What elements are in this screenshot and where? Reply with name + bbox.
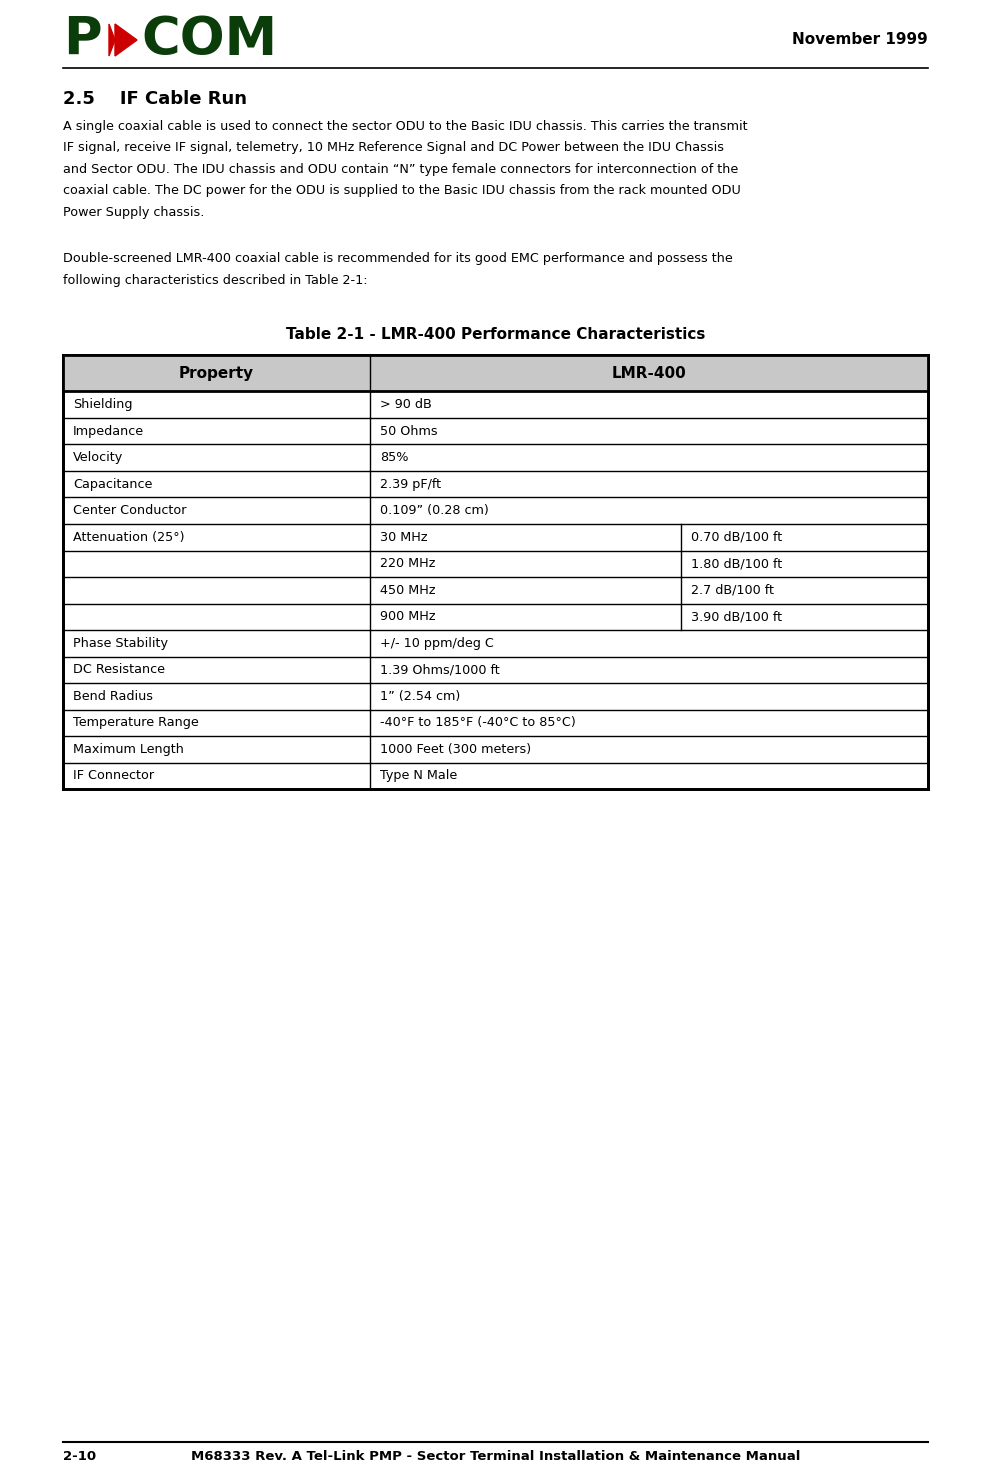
Text: Bend Radius: Bend Radius [73,689,153,702]
Text: Table 2-1 - LMR-400 Performance Characteristics: Table 2-1 - LMR-400 Performance Characte… [286,328,705,342]
Text: -40°F to 185°F (-40°C to 85°C): -40°F to 185°F (-40°C to 85°C) [380,716,575,729]
Text: 220 MHz: 220 MHz [380,557,435,571]
Text: Shielding: Shielding [73,399,133,411]
Text: 2.7 dB/100 ft: 2.7 dB/100 ft [691,584,775,597]
Text: 2.39 pF/ft: 2.39 pF/ft [380,477,441,491]
Text: Property: Property [179,366,254,381]
Text: and Sector ODU. The IDU chassis and ODU contain “N” type female connectors for i: and Sector ODU. The IDU chassis and ODU … [63,163,738,176]
Text: IF Connector: IF Connector [73,769,154,782]
Text: M68333 Rev. A Tel-Link PMP - Sector Terminal Installation & Maintenance Manual: M68333 Rev. A Tel-Link PMP - Sector Term… [191,1449,800,1463]
Text: 2-10: 2-10 [63,1449,96,1463]
Text: 3.90 dB/100 ft: 3.90 dB/100 ft [691,611,783,624]
Polygon shape [109,24,115,56]
Text: coaxial cable. The DC power for the ODU is supplied to the Basic IDU chassis fro: coaxial cable. The DC power for the ODU … [63,184,740,197]
Text: Phase Stability: Phase Stability [73,637,168,649]
Text: Impedance: Impedance [73,425,144,437]
Text: Capacitance: Capacitance [73,477,152,491]
Text: following characteristics described in Table 2-1:: following characteristics described in T… [63,274,367,288]
Bar [63,356,928,391]
Text: > 90 dB: > 90 dB [380,399,432,411]
Text: Attenuation (25°): Attenuation (25°) [73,531,185,544]
Text: 2.5    IF Cable Run: 2.5 IF Cable Run [63,90,247,108]
Text: A single coaxial cable is used to connect the sector ODU to the Basic IDU chassi: A single coaxial cable is used to connec… [63,120,747,133]
Text: 0.70 dB/100 ft: 0.70 dB/100 ft [691,531,783,544]
Text: 85%: 85% [380,451,409,464]
Text: DC Resistance: DC Resistance [73,664,165,676]
Polygon shape [115,24,137,56]
Text: 50 Ohms: 50 Ohms [380,425,438,437]
Text: 0.109” (0.28 cm): 0.109” (0.28 cm) [380,504,489,517]
Text: Power Supply chassis.: Power Supply chassis. [63,206,204,219]
Text: 1” (2.54 cm): 1” (2.54 cm) [380,689,461,702]
Text: Velocity: Velocity [73,451,124,464]
Text: COM: COM [141,13,277,67]
Text: P: P [63,13,101,67]
Text: 900 MHz: 900 MHz [380,611,436,624]
Text: Type N Male: Type N Male [380,769,458,782]
Text: IF signal, receive IF signal, telemetry, 10 MHz Reference Signal and DC Power be: IF signal, receive IF signal, telemetry,… [63,141,724,154]
Text: 1.39 Ohms/1000 ft: 1.39 Ohms/1000 ft [380,664,500,676]
Text: 450 MHz: 450 MHz [380,584,436,597]
Text: Maximum Length: Maximum Length [73,742,184,756]
Text: Temperature Range: Temperature Range [73,716,198,729]
Text: November 1999: November 1999 [792,33,928,47]
Text: Center Conductor: Center Conductor [73,504,187,517]
Text: +/- 10 ppm/deg C: +/- 10 ppm/deg C [380,637,494,649]
Text: LMR-400: LMR-400 [612,366,686,381]
Text: 1000 Feet (300 meters): 1000 Feet (300 meters) [380,742,531,756]
Bar [63,356,928,788]
Text: Double-screened LMR-400 coaxial cable is recommended for its good EMC performanc: Double-screened LMR-400 coaxial cable is… [63,252,733,265]
Text: 30 MHz: 30 MHz [380,531,427,544]
Text: 1.80 dB/100 ft: 1.80 dB/100 ft [691,557,783,571]
